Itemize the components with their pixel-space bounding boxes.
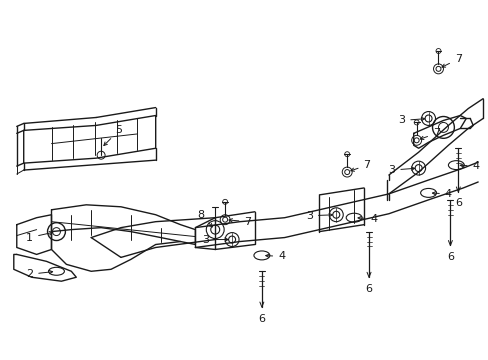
Text: 6: 6 (454, 198, 461, 208)
Text: 4: 4 (431, 189, 451, 199)
Text: 3: 3 (387, 165, 414, 175)
Text: 4: 4 (265, 251, 285, 261)
Text: 7: 7 (350, 160, 370, 171)
Text: 3: 3 (397, 116, 424, 126)
Text: 3: 3 (305, 211, 332, 221)
Text: 7: 7 (228, 217, 251, 227)
Text: 7: 7 (441, 54, 461, 67)
Text: 6: 6 (258, 314, 265, 324)
Text: 5: 5 (103, 125, 122, 145)
Text: 6: 6 (365, 284, 372, 294)
Text: 7: 7 (420, 129, 439, 140)
Text: 8: 8 (196, 210, 212, 227)
Text: 4: 4 (459, 161, 479, 171)
Text: 3: 3 (202, 234, 228, 244)
Text: 1: 1 (26, 231, 53, 243)
Text: 6: 6 (446, 252, 453, 262)
Text: 2: 2 (26, 269, 53, 279)
Text: 4: 4 (357, 214, 377, 224)
